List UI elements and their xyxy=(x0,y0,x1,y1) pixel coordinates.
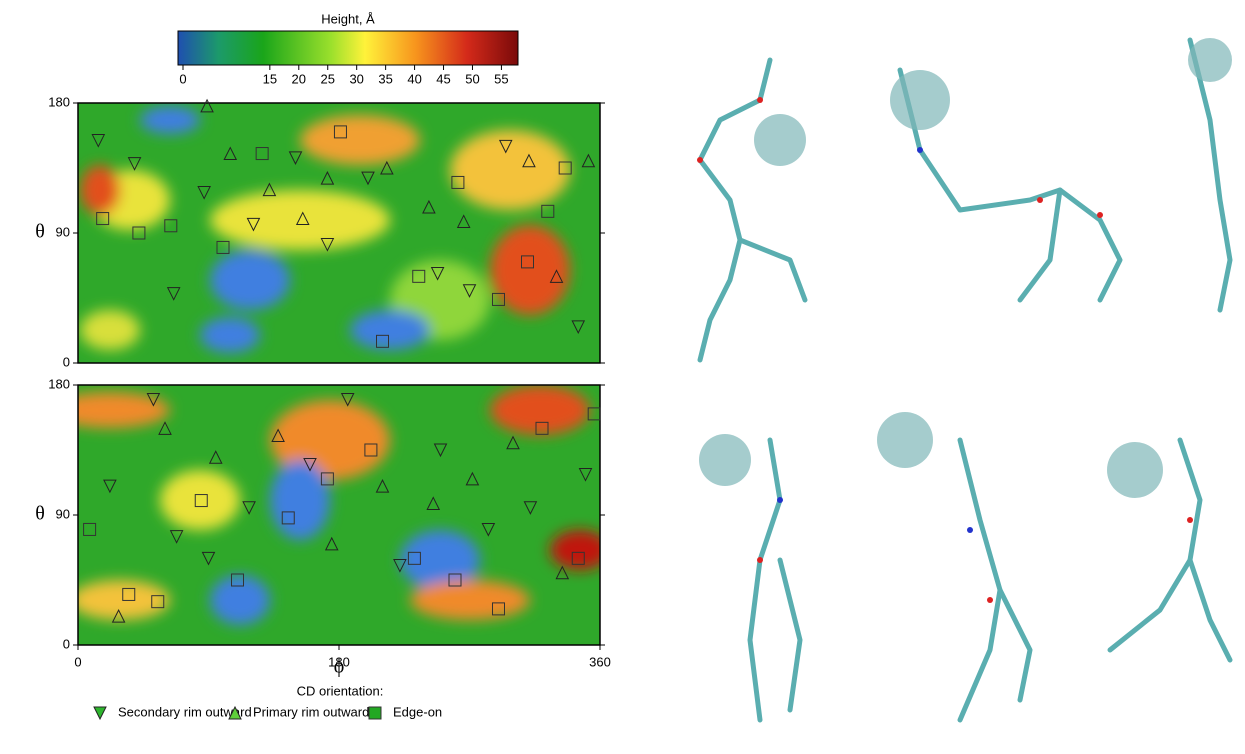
colorbar-tick-label: 20 xyxy=(292,71,306,86)
heatmap-top xyxy=(78,103,600,363)
y-tick-label: 90 xyxy=(56,506,70,521)
colorbar-tick-label: 45 xyxy=(436,71,450,86)
colorbar-tick-label: 35 xyxy=(378,71,392,86)
colorbar-tick-label: 50 xyxy=(465,71,479,86)
x-tick-label: 0 xyxy=(74,654,81,669)
colorbar-tick-label: 15 xyxy=(263,71,277,86)
legend-marker xyxy=(94,707,106,719)
colorbar-tick-label: 25 xyxy=(321,71,335,86)
figure: Height, Å 0 15 20 25 30 35 40 45 50 55 0 90 180 θ 0 90… xyxy=(0,0,1245,749)
legend-label: Primary rim outward xyxy=(253,704,369,719)
legend-entry: Secondary rim outward xyxy=(94,704,252,719)
y-axis-label: θ xyxy=(35,221,45,243)
colorbar-tick-label: 30 xyxy=(349,71,363,86)
y-tick-label: 0 xyxy=(63,354,70,369)
y-tick-label: 180 xyxy=(48,94,70,109)
x-axis-label: ϕ xyxy=(334,656,345,678)
legend-label: Edge-on xyxy=(393,704,442,719)
colorbar-title: Height, Å xyxy=(321,11,375,26)
heatmap-bottom xyxy=(50,385,610,645)
legend-entry: Edge-on xyxy=(369,704,442,719)
colorbar-tick-label: 0 xyxy=(179,71,186,86)
molecule-atoms xyxy=(697,38,1232,603)
colorbar-ticks: 0 15 20 25 30 35 40 45 50 55 xyxy=(179,65,508,86)
legend-marker xyxy=(369,707,381,719)
legend-title: CD orientation: xyxy=(297,683,384,698)
y-tick-label: 90 xyxy=(56,224,70,239)
y-tick-label: 180 xyxy=(48,376,70,391)
colorbar-tick-label: 55 xyxy=(494,71,508,86)
y-tick-label: 0 xyxy=(63,636,70,651)
y-axis-label: θ xyxy=(35,503,45,525)
colorbar-tick-label: 40 xyxy=(407,71,421,86)
colorbar xyxy=(178,31,518,65)
x-tick-label: 360 xyxy=(589,654,611,669)
